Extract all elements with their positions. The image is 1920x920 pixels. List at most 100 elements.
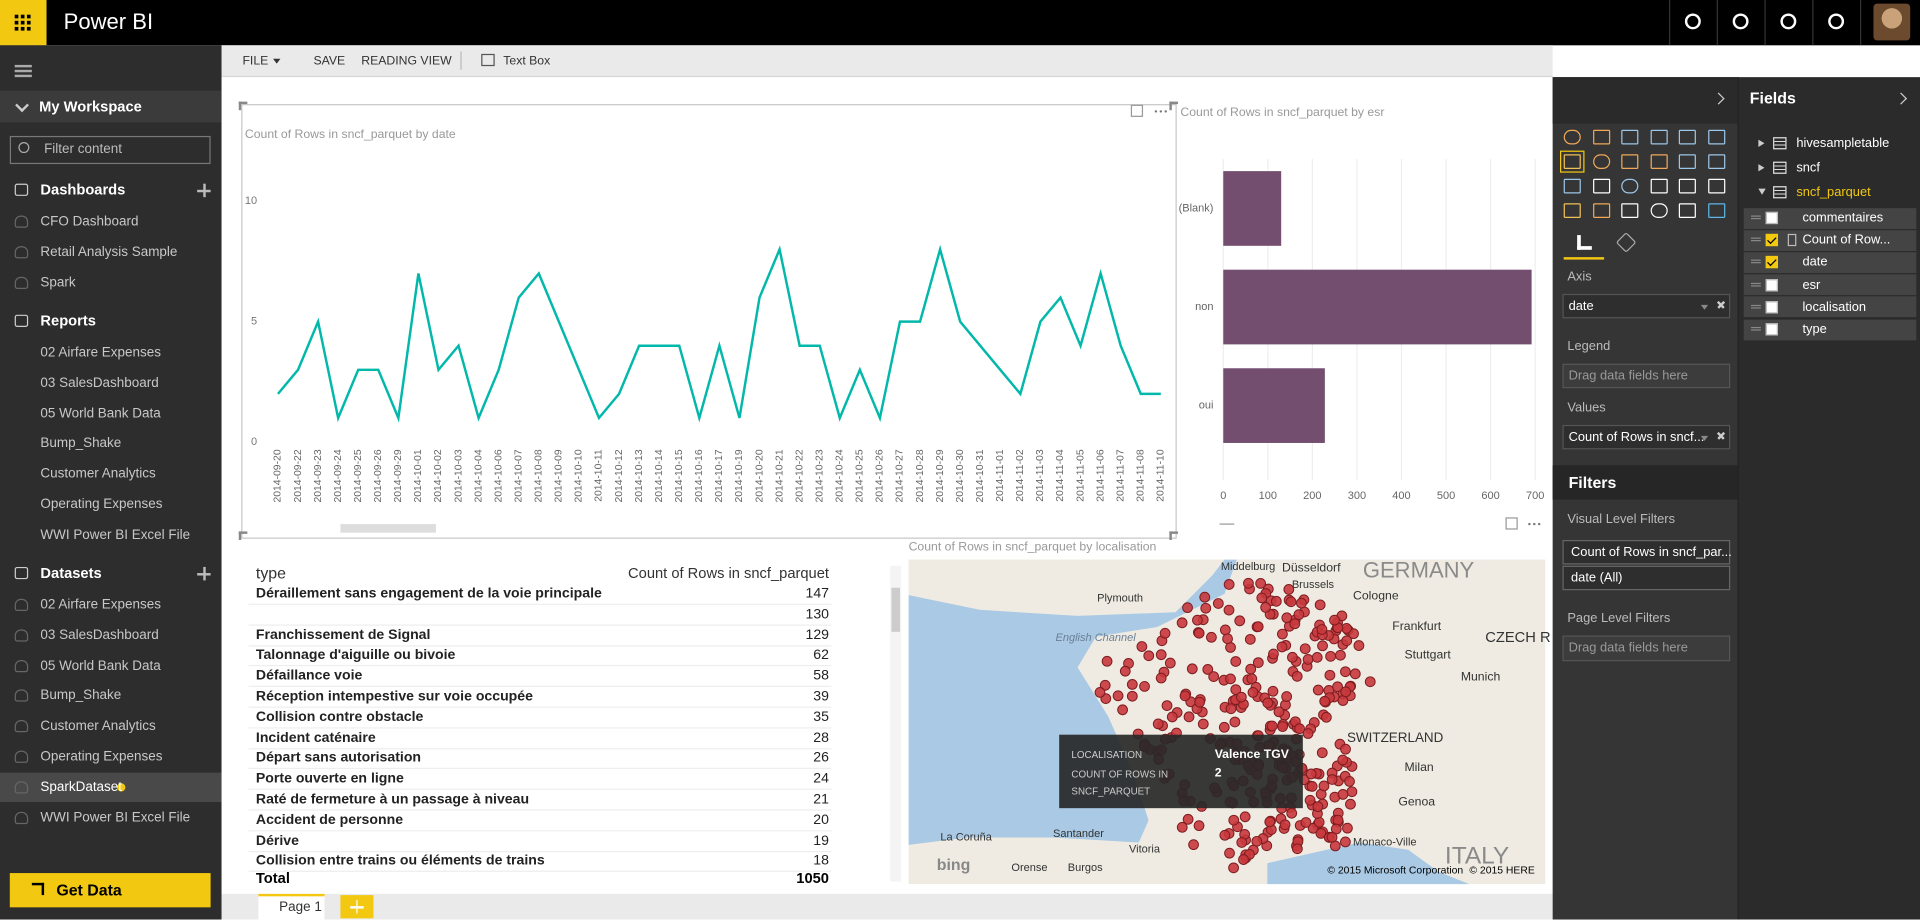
avatar[interactable] <box>1873 3 1911 41</box>
section-title[interactable]: Reports <box>40 312 96 330</box>
visual-type-icon[interactable] <box>1621 178 1639 194</box>
visual-type-icon[interactable] <box>1563 178 1581 194</box>
well-box[interactable] <box>1562 424 1731 450</box>
visual-type-icon[interactable] <box>1707 129 1725 145</box>
field-row[interactable] <box>1743 229 1917 251</box>
filter-box[interactable] <box>9 135 211 165</box>
app-launcher[interactable] <box>0 0 47 46</box>
workspace-name[interactable]: My Workspace <box>39 97 142 116</box>
visual-type-icon[interactable] <box>1592 129 1610 145</box>
nav-item[interactable]: 02 Airfare Expenses <box>40 345 161 361</box>
expand-arrow[interactable] <box>1758 139 1765 147</box>
field-name[interactable]: esr <box>1802 277 1821 293</box>
visual-type-icon[interactable] <box>1678 178 1696 194</box>
well-box[interactable] <box>1562 293 1731 319</box>
nav-item[interactable]: 02 Airfare Expenses <box>40 597 161 613</box>
visual-type-icon[interactable] <box>1650 203 1668 218</box>
field-checkbox[interactable] <box>1765 234 1778 247</box>
visual-type-icon[interactable] <box>1592 203 1610 218</box>
menu-reading-view[interactable]: READING VIEW <box>361 54 452 68</box>
field-name[interactable]: Count of Row... <box>1802 232 1891 248</box>
add-page[interactable] <box>340 895 374 919</box>
visual-type-icon[interactable] <box>1563 154 1581 169</box>
visual-type-icon[interactable] <box>1621 129 1639 145</box>
well-field[interactable]: date <box>1568 298 1594 314</box>
top-icon[interactable] <box>1732 13 1749 30</box>
page-tab[interactable] <box>258 893 325 920</box>
visual-type-icon[interactable] <box>1678 129 1696 145</box>
nav-item[interactable]: Retail Analysis Sample <box>40 244 178 260</box>
get-data-label[interactable]: Get Data <box>56 881 122 900</box>
add-v[interactable] <box>203 566 206 581</box>
nav-item[interactable]: Customer Analytics <box>40 466 156 482</box>
get-data-button[interactable] <box>9 873 211 908</box>
field-checkbox[interactable] <box>1765 323 1778 336</box>
nav-toggle[interactable] <box>14 64 32 78</box>
filter-placeholder[interactable]: Filter content <box>44 142 122 157</box>
nav-item[interactable]: 03 SalesDashboard <box>40 627 159 643</box>
filter-drop[interactable] <box>1562 635 1731 662</box>
filter-card-label[interactable]: date (All) <box>1571 570 1623 585</box>
top-icon[interactable] <box>1780 13 1797 30</box>
menu-file[interactable]: FILE <box>242 54 269 68</box>
visual-type-icon[interactable] <box>1592 178 1610 194</box>
nav-item[interactable]: 05 World Bank Data <box>40 406 161 421</box>
nav-item[interactable]: WWI Power BI Excel File <box>40 810 191 825</box>
field-row[interactable] <box>1743 252 1917 273</box>
nav-item[interactable]: 05 World Bank Data <box>40 658 161 673</box>
section-title[interactable]: Datasets <box>40 564 102 582</box>
nav-item[interactable]: WWI Power BI Excel File <box>40 527 191 543</box>
visual-type-icon[interactable] <box>1592 154 1610 169</box>
well-box[interactable] <box>1562 363 1731 389</box>
table-name[interactable]: sncf_parquet <box>1796 184 1871 200</box>
visual-type-icon[interactable] <box>1563 129 1581 145</box>
nav-item[interactable]: Customer Analytics <box>40 719 156 734</box>
expand-arrow[interactable] <box>1758 164 1765 172</box>
nav-item[interactable]: Spark <box>40 275 76 290</box>
add-v[interactable] <box>203 183 206 198</box>
field-row[interactable] <box>1743 274 1917 296</box>
visual-type-icon[interactable] <box>1678 203 1696 218</box>
filter-placeholder[interactable]: Drag data fields here <box>1568 640 1688 656</box>
field-checkbox[interactable] <box>1765 256 1778 269</box>
visual-type-icon[interactable] <box>1621 154 1639 169</box>
menu-text-box[interactable]: Text Box <box>503 54 551 68</box>
visual-type-icon[interactable] <box>1650 154 1668 169</box>
field-checkbox[interactable] <box>1765 278 1778 291</box>
field-name[interactable]: date <box>1802 255 1828 270</box>
nav-item[interactable]: CFO Dashboard <box>40 214 139 229</box>
nav-item[interactable]: 03 SalesDashboard <box>40 375 159 391</box>
field-checkbox[interactable] <box>1765 300 1778 314</box>
visual-type-icon[interactable] <box>1650 129 1668 145</box>
table-name[interactable]: hivesampletable <box>1796 135 1890 151</box>
expand-arrow[interactable] <box>1758 188 1766 195</box>
filter-card-label[interactable]: Count of Rows in sncf_par... <box>1571 544 1732 560</box>
field-name[interactable]: commentaires <box>1802 210 1884 226</box>
filter-card[interactable] <box>1562 540 1731 565</box>
visual-type-icon[interactable] <box>1650 178 1668 194</box>
nav-item[interactable]: Bump_Shake <box>40 436 122 452</box>
nav-item[interactable]: Bump_Shake <box>40 688 122 704</box>
nav-item[interactable]: Operating Expenses <box>40 749 163 765</box>
top-icon[interactable] <box>1684 13 1701 30</box>
workspace-row[interactable] <box>0 90 222 123</box>
field-name[interactable]: type <box>1802 322 1827 337</box>
filter-card[interactable] <box>1562 565 1731 590</box>
visual-type-icon[interactable] <box>1563 203 1581 218</box>
field-row[interactable] <box>1743 207 1917 229</box>
nav-item[interactable]: SparkDataset <box>40 779 123 795</box>
visual-type-icon[interactable] <box>1707 154 1725 169</box>
field-checkbox[interactable] <box>1765 211 1778 225</box>
well-placeholder[interactable]: Drag data fields here <box>1568 368 1688 384</box>
visual-type-icon[interactable] <box>1707 178 1725 194</box>
visual-type-icon[interactable] <box>1678 154 1696 169</box>
field-row[interactable] <box>1743 318 1917 340</box>
section-title[interactable]: Dashboards <box>40 181 126 199</box>
page-tab-label[interactable]: Page 1 <box>279 900 322 915</box>
top-icon[interactable] <box>1828 13 1845 30</box>
menu-save[interactable]: SAVE <box>313 54 346 68</box>
fields-tab-icon[interactable] <box>1577 235 1592 250</box>
table-name[interactable]: sncf <box>1796 160 1820 176</box>
well-field[interactable]: Count of Rows in sncf... <box>1568 429 1705 445</box>
field-name[interactable]: localisation <box>1802 299 1867 315</box>
